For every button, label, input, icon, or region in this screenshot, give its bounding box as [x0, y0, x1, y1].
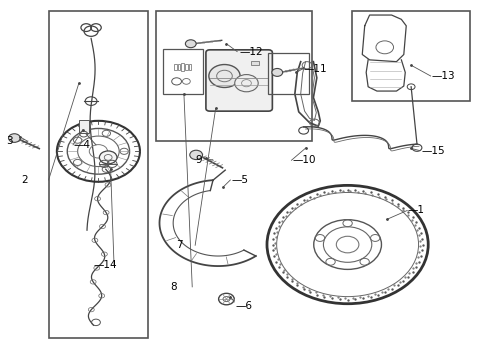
Text: —10: —10	[293, 155, 317, 165]
Circle shape	[99, 151, 117, 164]
Circle shape	[209, 64, 240, 87]
Text: —11: —11	[304, 64, 327, 74]
Bar	[156, 12, 313, 140]
Text: —15: —15	[422, 145, 445, 156]
Text: 9: 9	[195, 155, 202, 165]
Text: —6: —6	[235, 301, 252, 311]
Text: 8: 8	[171, 282, 177, 292]
FancyBboxPatch shape	[206, 50, 272, 111]
Bar	[189, 64, 191, 70]
Text: —13: —13	[432, 71, 455, 81]
Bar	[178, 64, 180, 70]
Bar	[174, 64, 176, 70]
Bar	[251, 61, 259, 65]
Circle shape	[8, 134, 20, 142]
Text: —4: —4	[73, 140, 90, 150]
Bar	[269, 53, 310, 94]
Text: —12: —12	[239, 46, 263, 57]
Text: 7: 7	[176, 240, 183, 250]
Text: —1: —1	[407, 206, 424, 216]
Bar	[163, 49, 203, 94]
Circle shape	[190, 150, 202, 159]
Circle shape	[185, 40, 196, 48]
Bar	[181, 63, 184, 71]
Circle shape	[235, 75, 258, 92]
Bar	[49, 12, 148, 338]
Circle shape	[272, 68, 283, 76]
Text: 3: 3	[6, 136, 13, 146]
Bar	[185, 64, 188, 70]
Text: 2: 2	[21, 175, 28, 185]
Bar	[79, 120, 89, 133]
Text: —14: —14	[94, 260, 117, 270]
Text: —5: —5	[231, 175, 248, 185]
Bar	[352, 12, 470, 101]
